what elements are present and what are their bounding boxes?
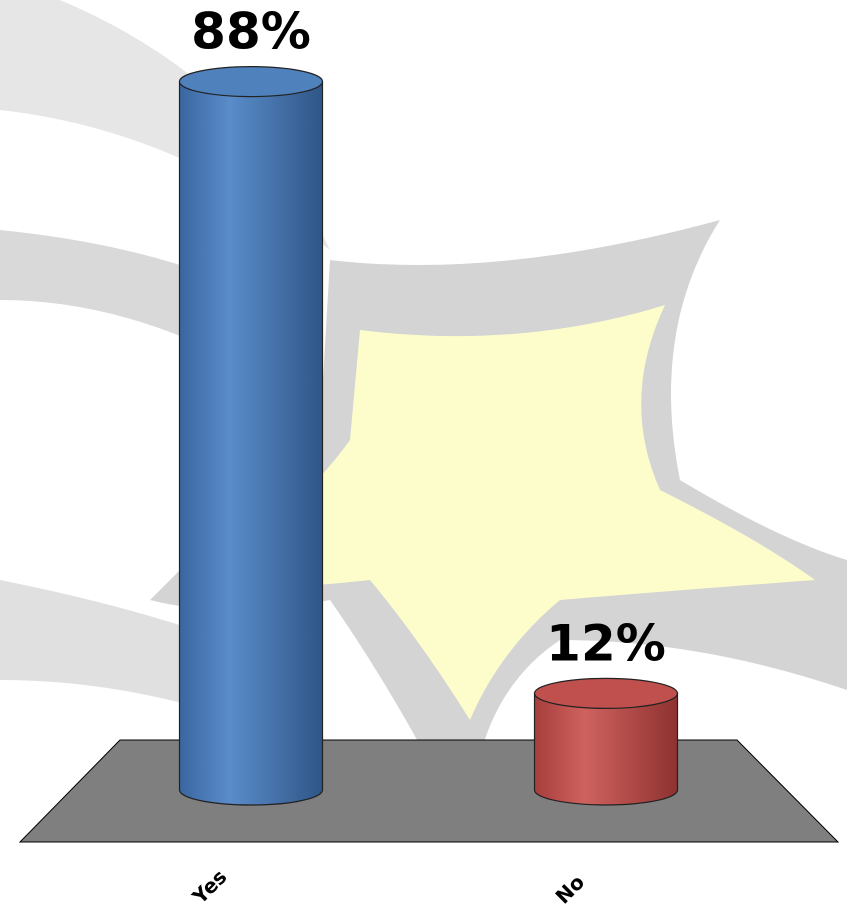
floor — [20, 740, 838, 842]
bar-top — [535, 678, 678, 708]
x-tick-label: No — [551, 870, 590, 909]
chart: 88% Yes 12% No — [0, 0, 847, 916]
background-watermark — [0, 0, 847, 840]
bar-body — [180, 82, 323, 805]
x-tick-label: Yes — [187, 865, 232, 910]
value-label: 12% — [546, 614, 666, 672]
bar-top — [180, 67, 323, 97]
bar-body — [535, 693, 678, 805]
bar — [180, 67, 323, 805]
bar — [535, 678, 678, 805]
value-label: 88% — [191, 3, 311, 61]
